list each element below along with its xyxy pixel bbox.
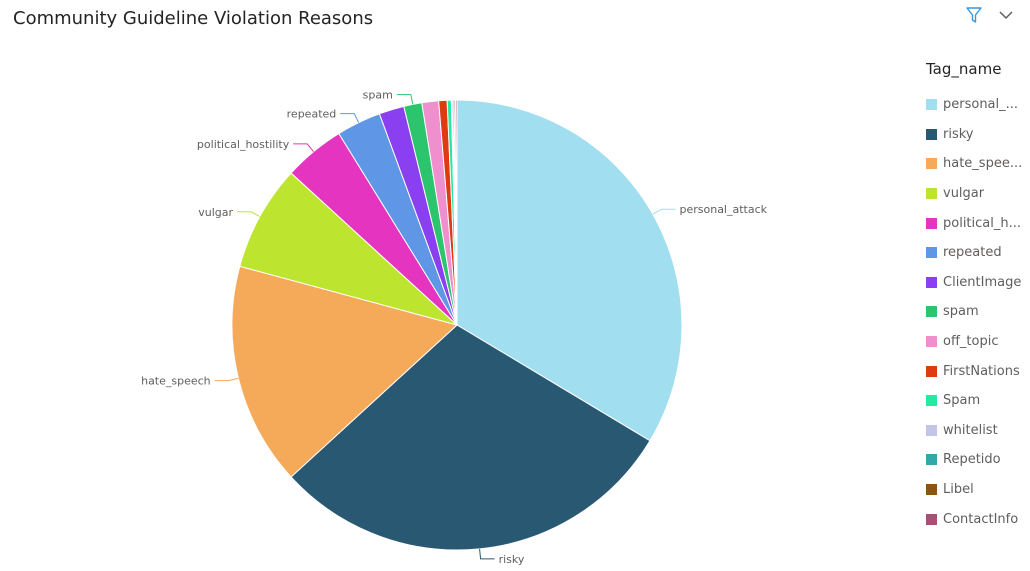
legend-item[interactable]: vulgar xyxy=(926,179,1026,209)
legend-swatch xyxy=(926,217,937,229)
legend-label: repeated xyxy=(943,245,1002,261)
slice-label: hate_speech xyxy=(141,375,211,388)
legend-item[interactable]: ClientImage xyxy=(926,268,1026,298)
legend-label: FirstNations xyxy=(943,363,1020,379)
legend-label: ClientImage xyxy=(943,274,1021,290)
pie-slice-hate-speech[interactable] xyxy=(231,265,459,478)
legend-item[interactable]: spam xyxy=(926,297,1026,327)
legend-item[interactable]: hate_spee... xyxy=(926,149,1026,179)
legend-item[interactable]: political_h... xyxy=(926,208,1026,238)
legend-swatch xyxy=(926,158,937,170)
legend-label: spam xyxy=(943,304,979,320)
filter-icon[interactable] xyxy=(964,5,984,25)
legend-item[interactable]: Repetido xyxy=(926,445,1026,475)
pie-slice-contactinfo[interactable] xyxy=(455,99,458,326)
legend-label: political_h... xyxy=(943,215,1021,231)
chevron-down-icon[interactable] xyxy=(996,5,1016,25)
pie-slice-vulgar[interactable] xyxy=(239,172,458,326)
legend-label: risky xyxy=(943,126,974,142)
legend-swatch xyxy=(926,513,937,525)
leader-line xyxy=(396,94,414,105)
legend-swatch xyxy=(926,365,937,377)
legend-label: whitelist xyxy=(943,422,998,438)
legend-label: Repetido xyxy=(943,452,1001,468)
legend-label: personal_... xyxy=(943,97,1019,113)
leader-line xyxy=(293,143,314,152)
legend-item[interactable]: off_topic xyxy=(926,327,1026,357)
legend-swatch xyxy=(926,188,937,200)
pie-slice-risky[interactable] xyxy=(290,324,651,551)
legend-item[interactable]: FirstNations xyxy=(926,356,1026,386)
legend-swatch xyxy=(926,336,937,348)
legend-swatch xyxy=(926,306,937,318)
legend-label: ContactInfo xyxy=(943,511,1019,527)
leader-line xyxy=(214,377,239,382)
legend-label: vulgar xyxy=(943,186,985,202)
legend-swatch xyxy=(926,454,937,466)
legend-swatch xyxy=(926,128,937,140)
slice-label: political_hostility xyxy=(197,138,290,151)
legend-label: Libel xyxy=(943,482,974,498)
legend-item[interactable]: whitelist xyxy=(926,416,1026,446)
legend-item[interactable]: personal_... xyxy=(926,90,1026,120)
slice-label: repeated xyxy=(287,108,337,121)
slice-label: vulgar xyxy=(198,206,233,219)
legend-item[interactable]: Spam xyxy=(926,386,1026,416)
legend-items: personal_...risky hate_spee...vulgar polit… xyxy=(926,90,1026,534)
pie-slices xyxy=(231,99,683,551)
legend-item[interactable]: ContactInfo xyxy=(926,504,1026,534)
pie-slice-personal-attack[interactable] xyxy=(456,99,683,442)
legend-swatch xyxy=(926,424,937,436)
visual-toolbar xyxy=(964,5,1016,25)
legend-swatch xyxy=(926,99,937,111)
legend-item[interactable]: repeated xyxy=(926,238,1026,268)
leader-line xyxy=(237,211,261,218)
legend-item[interactable]: Libel xyxy=(926,475,1026,505)
legend-swatch xyxy=(926,247,937,259)
legend-label: off_topic xyxy=(943,334,999,350)
legend-title: Tag_name xyxy=(926,60,1002,78)
slice-label: risky xyxy=(499,553,525,566)
slice-label: personal_attack xyxy=(679,203,767,216)
legend-swatch xyxy=(926,484,937,496)
leader-line xyxy=(479,548,495,560)
legend-swatch xyxy=(926,276,937,288)
slice-label: spam xyxy=(363,89,393,102)
legend-item[interactable]: risky xyxy=(926,120,1026,150)
legend: Tag_name personal_...risky hate_spee...vu… xyxy=(926,60,1026,534)
legend-label: Spam xyxy=(943,393,981,409)
leader-line xyxy=(652,208,676,215)
leader-line xyxy=(340,113,360,123)
chart-title: Community Guideline Violation Reasons xyxy=(13,8,374,29)
legend-label: hate_spee... xyxy=(943,156,1021,172)
legend-swatch xyxy=(926,395,937,407)
